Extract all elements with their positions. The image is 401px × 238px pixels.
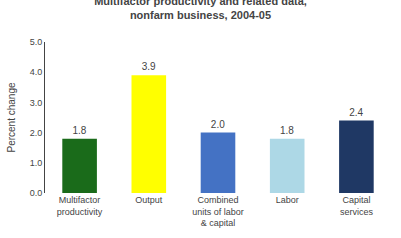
svg-text:Percent change: Percent change — [6, 82, 17, 152]
svg-text:1.8: 1.8 — [72, 125, 86, 136]
svg-text:Labor: Labor — [276, 195, 299, 205]
svg-text:1.8: 1.8 — [280, 125, 294, 136]
svg-text:2.0: 2.0 — [30, 128, 43, 138]
svg-text:Output: Output — [135, 195, 163, 205]
svg-text:5.0: 5.0 — [30, 37, 43, 47]
svg-text:0.0: 0.0 — [30, 188, 43, 198]
svg-text:Multifactorproductivity: Multifactorproductivity — [57, 195, 103, 217]
svg-text:4.0: 4.0 — [30, 67, 43, 77]
svg-text:2.0: 2.0 — [211, 119, 225, 130]
svg-text:Capitalservices: Capitalservices — [340, 195, 374, 217]
svg-text:1.0: 1.0 — [30, 158, 43, 168]
svg-text:2.4: 2.4 — [349, 107, 363, 118]
svg-text:Multifactor productivity and r: Multifactor productivity and related dat… — [94, 0, 307, 21]
svg-text:3.9: 3.9 — [142, 61, 156, 72]
svg-text:Combinedunits of labor& capita: Combinedunits of labor& capital — [192, 195, 244, 228]
svg-text:3.0: 3.0 — [30, 98, 43, 108]
